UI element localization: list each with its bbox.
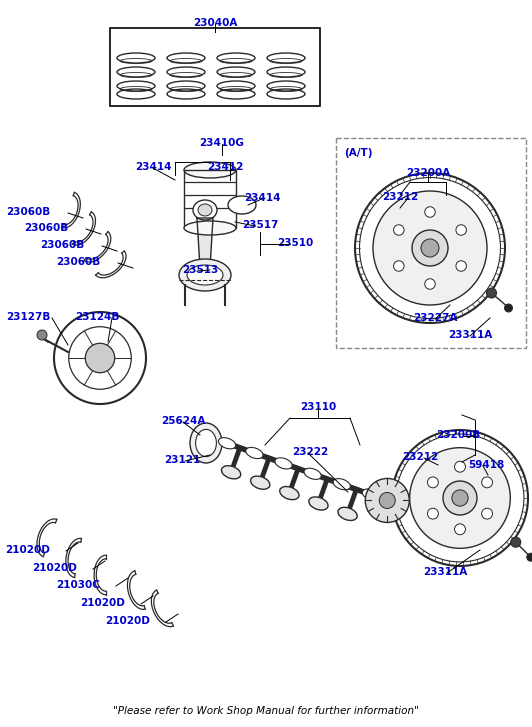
Ellipse shape [309,497,328,510]
Text: 21030C: 21030C [56,580,100,590]
Circle shape [394,261,404,271]
Ellipse shape [221,466,240,479]
Ellipse shape [179,259,231,291]
Ellipse shape [246,447,263,459]
Text: 23127B: 23127B [6,312,50,322]
Ellipse shape [190,423,222,463]
Circle shape [481,477,493,488]
Ellipse shape [362,489,379,500]
Circle shape [428,477,438,488]
Ellipse shape [275,458,292,469]
Circle shape [394,225,404,236]
Ellipse shape [198,204,212,216]
Ellipse shape [384,497,401,508]
Ellipse shape [228,196,256,214]
Text: "Please refer to Work Shop Manual for further information": "Please refer to Work Shop Manual for fu… [113,706,419,716]
Text: 23200A: 23200A [406,168,450,178]
Text: 21020D: 21020D [105,616,151,626]
Text: 23060B: 23060B [24,223,68,233]
Bar [336,138,526,348]
Circle shape [379,492,395,508]
Text: 23517: 23517 [242,220,278,230]
Circle shape [454,461,466,472]
Ellipse shape [304,468,321,479]
Ellipse shape [219,438,236,449]
Text: 23110: 23110 [300,402,336,412]
Text: 23414: 23414 [244,193,280,203]
Circle shape [452,490,468,506]
Text: 59418: 59418 [468,460,504,470]
Ellipse shape [193,200,217,220]
Ellipse shape [196,430,217,457]
Text: (A/T): (A/T) [344,148,372,158]
Circle shape [504,304,512,312]
Circle shape [421,239,439,257]
Ellipse shape [251,476,270,489]
Circle shape [456,225,467,236]
Text: 21020D: 21020D [5,545,51,555]
Bar [184,170,236,228]
Text: 21020D: 21020D [32,563,78,573]
Ellipse shape [280,486,299,499]
Circle shape [443,481,477,515]
Text: 23200B: 23200B [436,430,480,440]
Text: 23212: 23212 [382,192,418,202]
Text: 25624A: 25624A [161,416,205,426]
Circle shape [428,508,438,519]
Text: 23040A: 23040A [193,18,237,28]
Text: 23121: 23121 [164,455,200,465]
Text: 23060B: 23060B [56,257,100,267]
Circle shape [410,448,510,548]
Text: 23410G: 23410G [200,138,244,148]
Text: 23510: 23510 [277,238,313,248]
Text: 23060B: 23060B [40,240,84,250]
Ellipse shape [338,507,357,521]
Circle shape [456,261,467,271]
Circle shape [511,537,521,547]
Ellipse shape [184,162,236,178]
Bar [110,28,320,106]
Text: 21020D: 21020D [80,598,126,608]
Circle shape [486,288,496,298]
Circle shape [85,343,115,373]
Text: 23311A: 23311A [448,330,492,340]
Ellipse shape [333,478,351,490]
Ellipse shape [187,265,223,285]
Circle shape [425,206,435,217]
Circle shape [373,191,487,305]
Text: 23513: 23513 [182,265,218,275]
Circle shape [37,330,47,340]
Text: 23124B: 23124B [75,312,119,322]
Circle shape [481,508,493,519]
Text: 23227A: 23227A [413,313,457,323]
Text: 23222: 23222 [292,447,328,457]
Text: 23311A: 23311A [423,567,467,577]
Circle shape [527,553,532,561]
Text: 23060B: 23060B [6,207,50,217]
Circle shape [412,230,448,266]
Text: 23412: 23412 [207,162,243,172]
Text: 23212: 23212 [402,452,438,462]
Polygon shape [197,218,213,268]
Circle shape [454,524,466,535]
Ellipse shape [184,221,236,235]
Circle shape [365,478,409,523]
Text: 23414: 23414 [135,162,171,172]
Circle shape [425,278,435,289]
